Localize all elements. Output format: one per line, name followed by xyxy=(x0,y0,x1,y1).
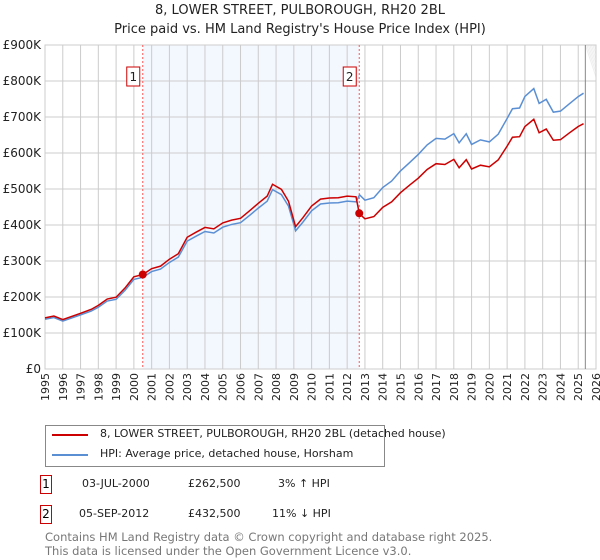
y-tick-label: £800K xyxy=(3,74,43,88)
x-tick-label: 2025 xyxy=(572,373,585,401)
x-tick-label: 2026 xyxy=(590,373,600,401)
chart-subtitle: Price paid vs. HM Land Registry's House … xyxy=(114,22,486,37)
footer-line: This data is licensed under the Open Gov… xyxy=(45,544,412,558)
y-tick-label: £300K xyxy=(3,254,43,268)
y-tick-label: £900K xyxy=(3,38,43,52)
y-tick-label: £600K xyxy=(3,146,43,160)
x-tick-label: 1996 xyxy=(57,373,70,401)
x-tick-label: 2002 xyxy=(163,373,176,401)
x-tick-label: 2013 xyxy=(359,373,372,401)
x-tick-label: 2021 xyxy=(501,373,514,401)
sale-price: £262,500 xyxy=(188,477,241,490)
x-tick-label: 2003 xyxy=(181,373,194,401)
x-tick-label: 2017 xyxy=(430,373,443,401)
legend: 8, LOWER STREET, PULBOROUGH, RH20 2BL (d… xyxy=(45,425,446,467)
x-tick-label: 1999 xyxy=(110,373,123,401)
sale-hpi: 3% ↑ HPI xyxy=(278,477,330,490)
plot-border xyxy=(44,44,597,370)
x-tick-label: 2015 xyxy=(394,373,407,401)
footer: Contains HM Land Registry data © Crown c… xyxy=(45,530,492,558)
x-tick-label: 2010 xyxy=(306,373,319,401)
x-tick-label: 2007 xyxy=(252,373,265,401)
plot-area: 1995 1996 1997 1998 1999 2000 2001 2002 2003 2004… xyxy=(3,38,600,401)
legend-blue-line xyxy=(52,454,88,456)
hpi-line xyxy=(44,87,584,322)
sale-date: 05-SEP-2012 xyxy=(79,507,150,520)
sale-point xyxy=(138,270,147,279)
x-tick-label: 2000 xyxy=(128,373,141,401)
x-tick-label: 1995 xyxy=(39,373,52,401)
hatch xyxy=(589,44,597,64)
legend-hpi: HPI: Average price, detached house, Hors… xyxy=(100,447,354,460)
sale-marker-label: 2 xyxy=(40,505,52,524)
x-tick-label: 2020 xyxy=(483,373,496,401)
x-tick-label: 1998 xyxy=(92,373,105,401)
hatch xyxy=(592,44,597,55)
x-tick-label: 2018 xyxy=(448,373,461,401)
x-tick-label: 2005 xyxy=(217,373,230,401)
sale-marker-box xyxy=(126,66,141,87)
x-tick-label: 2009 xyxy=(288,373,301,401)
x-tick-label: 2006 xyxy=(235,373,248,401)
sale-marker-label: 1 xyxy=(129,70,137,84)
hatch xyxy=(584,44,597,78)
x-tick-label: 2022 xyxy=(519,373,532,401)
x-tick-label: 2012 xyxy=(341,373,354,401)
x-tick-label: 2008 xyxy=(270,373,283,401)
sale-marker-label: 2 xyxy=(346,70,354,84)
legend-red-line xyxy=(52,434,88,436)
price-line xyxy=(44,118,584,321)
y-tick-label: £100K xyxy=(3,326,43,340)
chart-title: 8, LOWER STREET, PULBOROUGH, RH20 2BL xyxy=(155,3,445,18)
hatch xyxy=(586,44,597,73)
x-tick-label: 2011 xyxy=(323,373,336,401)
x-tick-label: 2019 xyxy=(466,373,479,401)
y-tick-label: £0 xyxy=(26,362,41,376)
sale-marker-label: 1 xyxy=(40,475,52,494)
x-tick-label: 1997 xyxy=(75,373,88,401)
sale-marker-box xyxy=(342,66,357,87)
legend-property: 8, LOWER STREET, PULBOROUGH, RH20 2BL (d… xyxy=(100,427,446,440)
y-tick-label: £500K xyxy=(3,182,43,196)
x-tick-label: 2024 xyxy=(554,373,567,401)
x-tick-label: 2004 xyxy=(199,373,212,401)
x-tick-label: 2014 xyxy=(377,373,390,401)
hatch xyxy=(590,44,597,60)
sale-point xyxy=(355,209,364,218)
x-tick-label: 2001 xyxy=(146,373,159,401)
footer-line: Contains HM Land Registry data © Crown c… xyxy=(45,530,493,544)
y-tick-label: £400K xyxy=(3,218,43,232)
y-tick-label: £700K xyxy=(3,110,43,124)
x-tick-label: 2016 xyxy=(412,373,425,401)
x-tick-label: 2023 xyxy=(537,373,550,401)
sale-price: £432,500 xyxy=(188,507,241,520)
shaded-period xyxy=(142,45,360,369)
y-tick-label: £200K xyxy=(3,290,43,304)
sale-hpi: 11% ↓ HPI xyxy=(272,507,331,520)
sale-date: 03-JUL-2000 xyxy=(82,477,150,490)
hatch xyxy=(587,44,597,69)
